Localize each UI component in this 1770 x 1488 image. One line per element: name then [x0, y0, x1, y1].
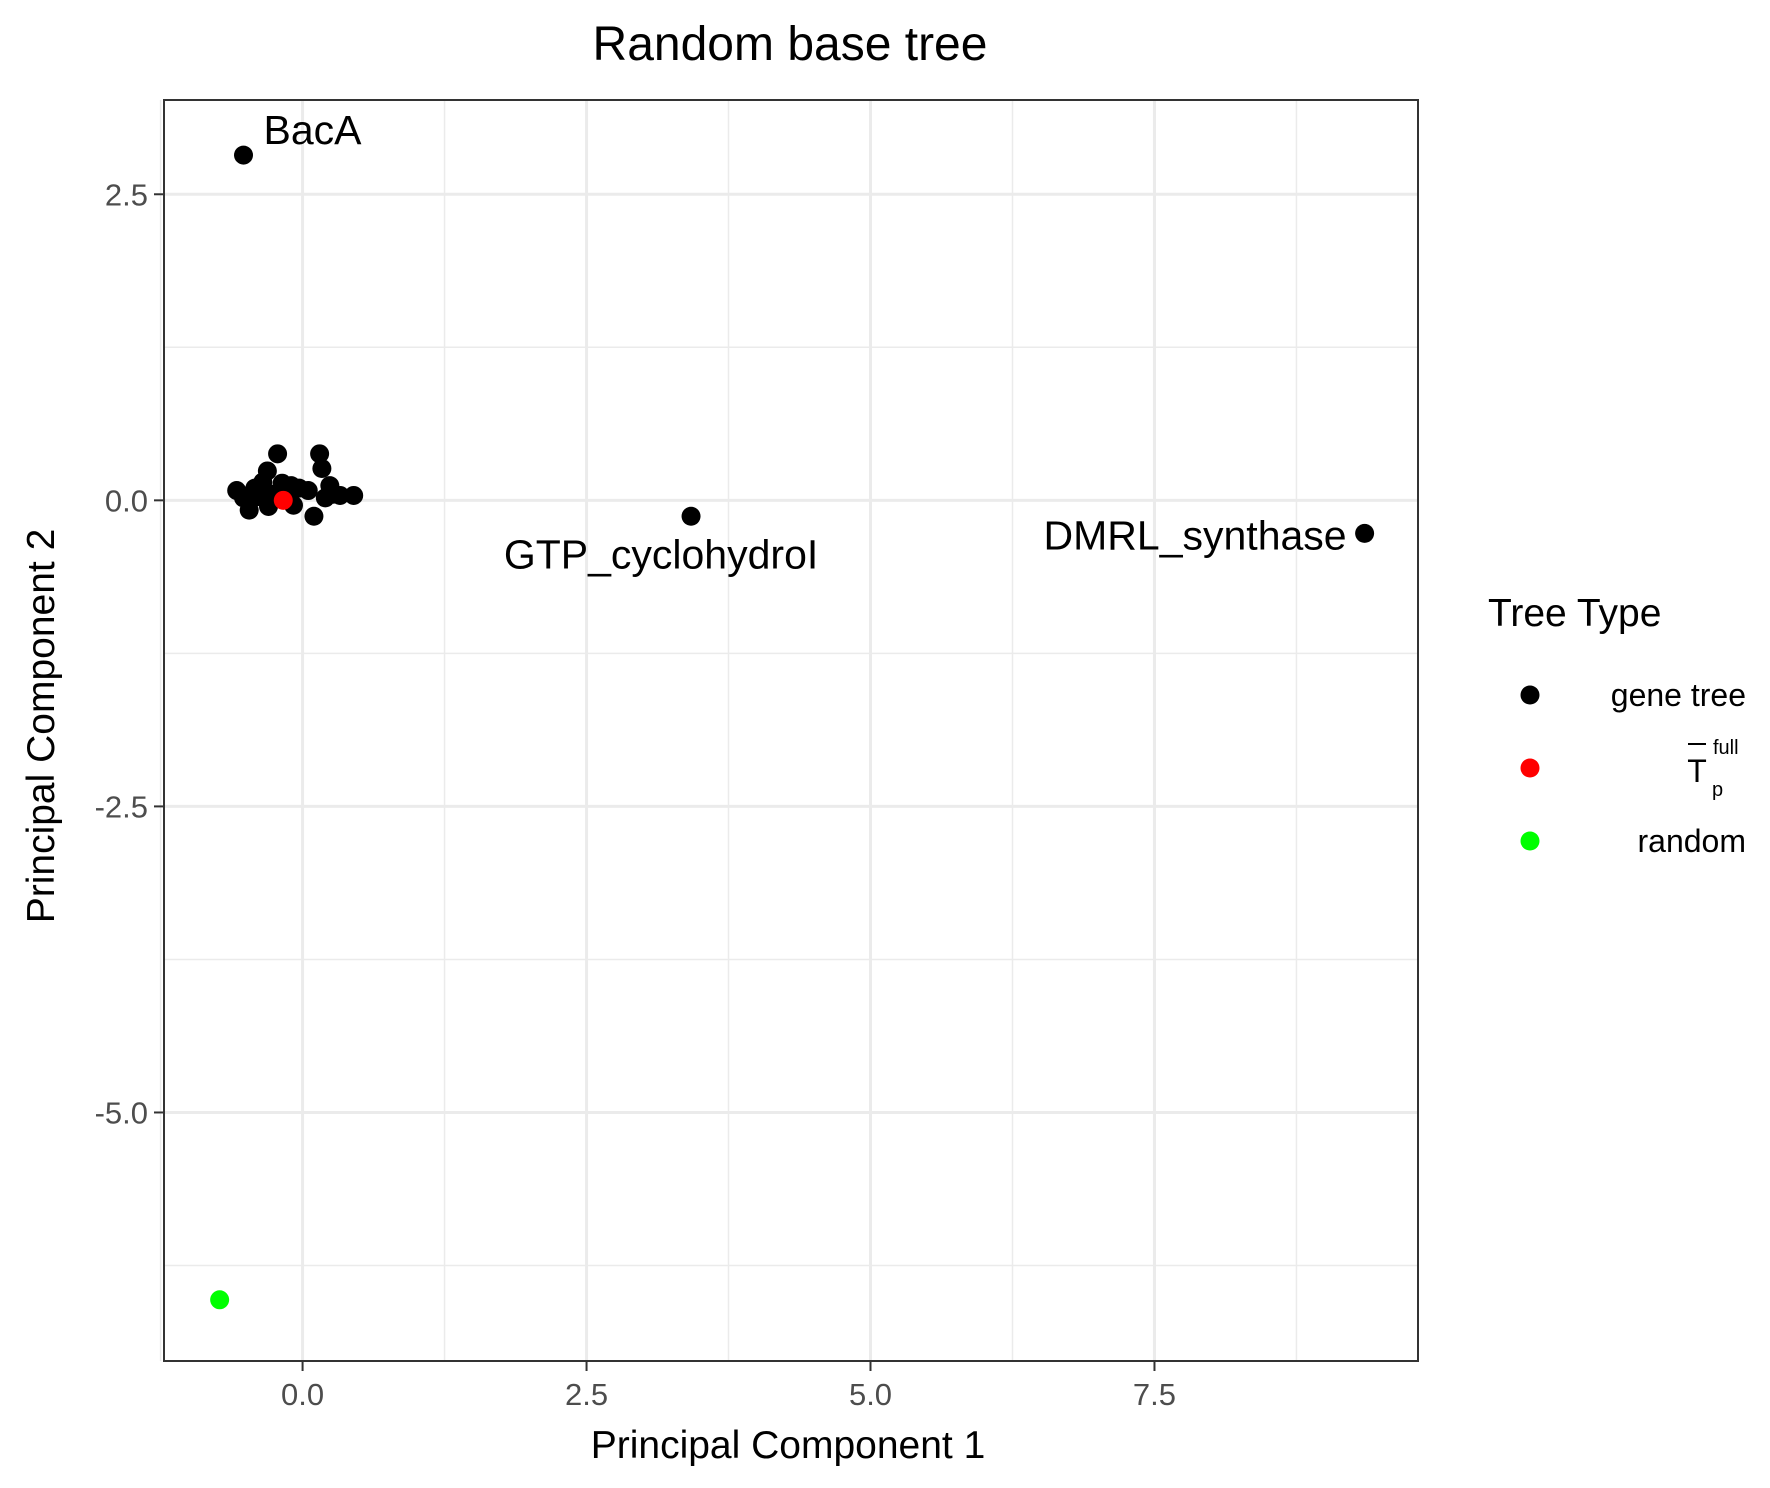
legend-superscript: full — [1713, 737, 1739, 759]
x-tick-label: 2.5 — [565, 1377, 608, 1412]
legend-key-random — [1520, 831, 1540, 851]
x-tick-label: 0.0 — [281, 1377, 324, 1412]
point-gene-tree — [298, 481, 318, 501]
point-gene-tree — [312, 459, 332, 479]
legend-key-tp-full — [1520, 758, 1540, 778]
point-t-p-full — [273, 490, 293, 510]
point-gene-tree — [1355, 523, 1375, 543]
point-gene-tree — [268, 444, 288, 464]
plot-panel-border — [163, 99, 1419, 1362]
legend-label-random: random — [1638, 823, 1747, 859]
legend-key-gene-tree — [1520, 685, 1540, 705]
point-gene-tree — [239, 500, 259, 520]
y-tick-label: -5.0 — [95, 1095, 148, 1130]
point-labels: BacA GTP_cyclohydroI DMRL_synthase — [264, 107, 1347, 577]
y-tick-label: 0.0 — [105, 483, 148, 518]
data-points — [210, 145, 1375, 1310]
y-axis: 2.5 0.0 -2.5 -5.0 — [95, 177, 164, 1130]
x-tick-label: 7.5 — [1133, 1377, 1176, 1412]
point-gene-tree — [234, 145, 254, 165]
major-gridlines — [164, 100, 1418, 1361]
y-tick-label: 2.5 — [105, 177, 148, 212]
point-random — [210, 1290, 230, 1310]
y-axis-label: Principal Component 2 — [20, 529, 63, 924]
legend-symbol: T — [1687, 753, 1707, 789]
legend-title: Tree Type — [1488, 592, 1661, 635]
legend-subscript: p — [1712, 779, 1723, 801]
point-label: DMRL_synthase — [1044, 512, 1347, 558]
legend-label-gene-tree: gene tree — [1611, 677, 1746, 713]
point-gene-tree — [681, 506, 701, 526]
point-label: GTP_cyclohydroI — [504, 531, 818, 577]
point-gene-tree — [344, 485, 364, 505]
x-tick-label: 5.0 — [849, 1377, 892, 1412]
x-axis: 0.0 2.5 5.0 7.5 — [281, 1361, 1176, 1412]
x-axis-label: Principal Component 1 — [591, 1424, 986, 1467]
y-tick-label: -2.5 — [95, 789, 148, 824]
point-gene-tree — [310, 444, 330, 464]
point-gene-tree — [330, 485, 350, 505]
point-label: BacA — [264, 107, 363, 153]
point-gene-tree — [304, 506, 324, 526]
chart-title: Random base tree — [593, 18, 988, 71]
point-gene-tree — [257, 461, 277, 481]
minor-gridlines — [159, 100, 1418, 1361]
